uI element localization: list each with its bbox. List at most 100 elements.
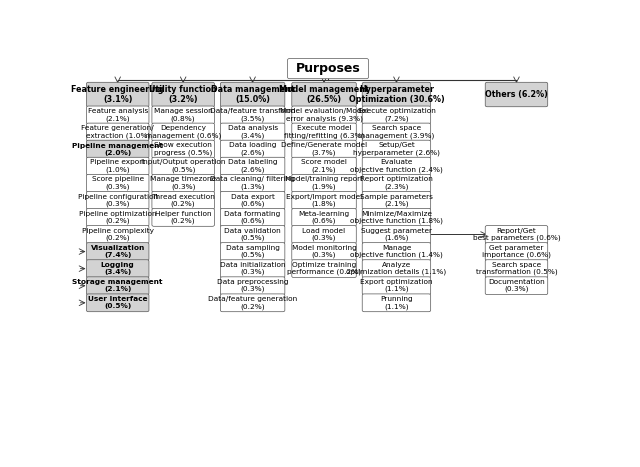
FancyBboxPatch shape	[86, 243, 149, 261]
FancyBboxPatch shape	[152, 82, 214, 107]
FancyBboxPatch shape	[362, 82, 431, 107]
FancyBboxPatch shape	[220, 260, 285, 277]
FancyBboxPatch shape	[287, 58, 369, 79]
Text: Pipeline management
(2.0%): Pipeline management (2.0%)	[72, 142, 163, 156]
Text: Execute model
fitting/refitting (6.3%): Execute model fitting/refitting (6.3%)	[284, 125, 364, 139]
Text: Helper function
(0.2%): Helper function (0.2%)	[155, 211, 211, 224]
FancyBboxPatch shape	[292, 243, 356, 261]
FancyBboxPatch shape	[362, 140, 431, 158]
FancyBboxPatch shape	[292, 82, 356, 107]
FancyBboxPatch shape	[86, 277, 149, 295]
FancyBboxPatch shape	[220, 140, 285, 158]
FancyBboxPatch shape	[152, 174, 214, 192]
Text: Others (6.2%): Others (6.2%)	[485, 90, 548, 99]
FancyBboxPatch shape	[152, 208, 214, 226]
FancyBboxPatch shape	[485, 226, 548, 243]
Text: Sample parameters
(2.1%): Sample parameters (2.1%)	[360, 194, 433, 207]
FancyBboxPatch shape	[485, 243, 548, 261]
Text: Model evaluation/Model
error analysis (9.3%): Model evaluation/Model error analysis (9…	[280, 108, 368, 122]
Text: Report/Get
best parameters (0.6%): Report/Get best parameters (0.6%)	[472, 228, 561, 241]
Text: Optimize training
performance (0.2%): Optimize training performance (0.2%)	[287, 262, 361, 276]
FancyBboxPatch shape	[362, 123, 431, 141]
FancyBboxPatch shape	[152, 191, 214, 209]
FancyBboxPatch shape	[86, 174, 149, 192]
Text: Analyze
optimization details (1.1%): Analyze optimization details (1.1%)	[346, 262, 447, 276]
Text: Purposes: Purposes	[296, 62, 360, 75]
FancyBboxPatch shape	[362, 226, 431, 243]
Text: Score model
(2.1%): Score model (2.1%)	[301, 159, 347, 173]
Text: Load model
(0.3%): Load model (0.3%)	[303, 228, 346, 241]
Text: Report optimization
(2.3%): Report optimization (2.3%)	[360, 177, 433, 190]
FancyBboxPatch shape	[292, 157, 356, 175]
FancyBboxPatch shape	[152, 140, 214, 158]
Text: Data validation
(0.5%): Data validation (0.5%)	[224, 228, 281, 241]
FancyBboxPatch shape	[86, 157, 149, 175]
Text: Pipeline optimization
(0.2%): Pipeline optimization (0.2%)	[79, 211, 157, 224]
FancyBboxPatch shape	[86, 191, 149, 209]
Text: Logging
(3.4%): Logging (3.4%)	[101, 262, 134, 275]
Text: Evaluate
objective function (2.4%): Evaluate objective function (2.4%)	[350, 159, 443, 173]
Text: Pipeline export
(1.0%): Pipeline export (1.0%)	[90, 159, 145, 173]
Text: Data/feature generation
(0.2%): Data/feature generation (0.2%)	[208, 296, 297, 310]
FancyBboxPatch shape	[220, 277, 285, 295]
Text: Export/Import model
(1.8%): Export/Import model (1.8%)	[286, 194, 362, 207]
FancyBboxPatch shape	[86, 123, 149, 141]
Text: Manage timezone
(0.3%): Manage timezone (0.3%)	[150, 177, 216, 190]
Text: Data initialization
(0.3%): Data initialization (0.3%)	[220, 262, 285, 276]
FancyBboxPatch shape	[362, 174, 431, 192]
Text: Data analysis
(3.4%): Data analysis (3.4%)	[228, 125, 278, 139]
Text: Search space
transformation (0.5%): Search space transformation (0.5%)	[476, 262, 557, 276]
FancyBboxPatch shape	[220, 174, 285, 192]
Text: Model/training report
(1.9%): Model/training report (1.9%)	[285, 177, 363, 190]
Text: Define/Generate model
(3.7%): Define/Generate model (3.7%)	[281, 142, 367, 156]
Text: Dependency
management (0.6%): Dependency management (0.6%)	[145, 125, 221, 139]
FancyBboxPatch shape	[292, 260, 356, 277]
Text: Visualization
(7.4%): Visualization (7.4%)	[91, 245, 145, 258]
FancyBboxPatch shape	[86, 260, 149, 277]
Text: Setup/Get
hyperparameter (2.6%): Setup/Get hyperparameter (2.6%)	[353, 142, 440, 156]
Text: Minimize/Maximize
objective function (1.8%): Minimize/Maximize objective function (1.…	[350, 211, 443, 224]
Text: Model monitoring
(0.3%): Model monitoring (0.3%)	[292, 245, 356, 258]
FancyBboxPatch shape	[220, 243, 285, 261]
FancyBboxPatch shape	[220, 191, 285, 209]
Text: Input/Output operation
(0.5%): Input/Output operation (0.5%)	[141, 159, 225, 173]
Text: Thread execution
(0.2%): Thread execution (0.2%)	[151, 194, 215, 207]
FancyBboxPatch shape	[292, 208, 356, 226]
Text: Data sampling
(0.5%): Data sampling (0.5%)	[226, 245, 280, 258]
Text: Hyperparameter
Optimization (30.6%): Hyperparameter Optimization (30.6%)	[349, 85, 444, 104]
Text: Export optimization
(1.1%): Export optimization (1.1%)	[360, 279, 433, 292]
FancyBboxPatch shape	[362, 208, 431, 226]
FancyBboxPatch shape	[86, 208, 149, 226]
Text: Show execution
progress (0.5%): Show execution progress (0.5%)	[154, 142, 212, 156]
FancyBboxPatch shape	[362, 260, 431, 277]
Text: Data/feature transform
(3.5%): Data/feature transform (3.5%)	[210, 108, 295, 122]
Text: Data formating
(0.6%): Data formating (0.6%)	[225, 211, 281, 224]
FancyBboxPatch shape	[220, 82, 285, 107]
Text: Score pipeline
(0.3%): Score pipeline (0.3%)	[92, 177, 144, 190]
FancyBboxPatch shape	[152, 123, 214, 141]
FancyBboxPatch shape	[220, 208, 285, 226]
Text: Search space
management (3.9%): Search space management (3.9%)	[358, 125, 435, 139]
FancyBboxPatch shape	[220, 157, 285, 175]
Text: Feature engineering
(3.1%): Feature engineering (3.1%)	[72, 85, 164, 104]
FancyBboxPatch shape	[485, 277, 548, 295]
FancyBboxPatch shape	[485, 260, 548, 277]
FancyBboxPatch shape	[292, 174, 356, 192]
FancyBboxPatch shape	[292, 123, 356, 141]
FancyBboxPatch shape	[86, 82, 149, 107]
Text: Manage session
(0.8%): Manage session (0.8%)	[154, 108, 212, 122]
FancyBboxPatch shape	[362, 191, 431, 209]
FancyBboxPatch shape	[292, 191, 356, 209]
Text: Data management
(15.0%): Data management (15.0%)	[211, 85, 294, 104]
Text: Utility function
(3.2%): Utility function (3.2%)	[149, 85, 217, 104]
FancyBboxPatch shape	[362, 277, 431, 295]
FancyBboxPatch shape	[152, 157, 214, 175]
FancyBboxPatch shape	[292, 140, 356, 158]
FancyBboxPatch shape	[220, 294, 285, 311]
FancyBboxPatch shape	[362, 157, 431, 175]
FancyBboxPatch shape	[86, 140, 149, 158]
Text: Data labeling
(2.6%): Data labeling (2.6%)	[228, 159, 277, 173]
Text: Model management
(26.5%): Model management (26.5%)	[279, 85, 369, 104]
Text: Storage management
(2.1%): Storage management (2.1%)	[72, 279, 163, 292]
Text: Data preprocessing
(0.3%): Data preprocessing (0.3%)	[217, 279, 289, 292]
